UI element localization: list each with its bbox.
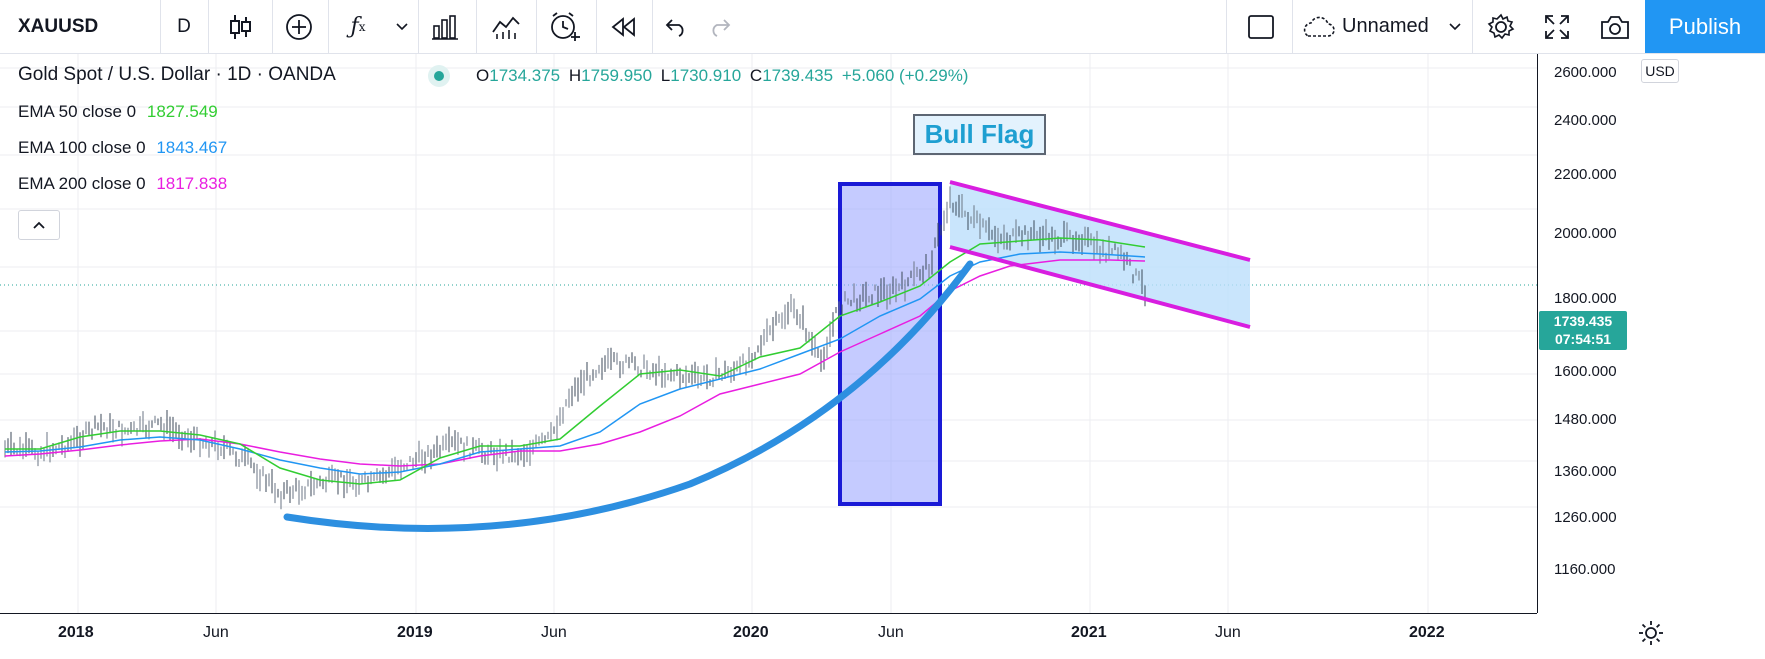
price-axis[interactable]: USD — [1537, 54, 1765, 613]
ema200-label: EMA 200 close 0 — [18, 174, 146, 193]
financials-icon[interactable] — [420, 0, 470, 53]
price-label: 2200.000 — [1554, 166, 1617, 183]
time-axis[interactable] — [0, 613, 1537, 659]
time-label: Jun — [1215, 624, 1241, 641]
ema50-legend[interactable]: EMA 50 close 0 1827.549 — [18, 102, 218, 122]
price-label: 1480.000 — [1554, 411, 1617, 428]
price-label: 1160.000 — [1554, 561, 1616, 578]
channel-upper-line — [949, 180, 1251, 262]
compare-add-icon[interactable] — [274, 0, 324, 53]
last-price-badge: 1739.435 07:54:51 — [1539, 311, 1627, 350]
toolbar-separator — [160, 0, 161, 53]
bar-countdown: 07:54:51 — [1554, 331, 1612, 347]
toolbar-separator — [418, 0, 419, 53]
market-status-dot — [428, 65, 450, 87]
price-label: 2000.000 — [1554, 225, 1617, 242]
toolbar-separator — [208, 0, 209, 53]
high-label: H — [568, 66, 582, 85]
toolbar-separator — [1292, 0, 1293, 53]
low-value: 1730.910 — [670, 66, 742, 85]
time-label: Jun — [541, 624, 567, 641]
close-label: C — [749, 66, 763, 85]
grid — [0, 54, 1537, 613]
camera-icon[interactable] — [1590, 0, 1640, 53]
toolbar-separator — [328, 0, 329, 53]
bull-flag-label[interactable]: Bull Flag — [913, 114, 1046, 155]
cloud-icon[interactable] — [1298, 0, 1338, 53]
toolbar-separator — [652, 0, 653, 53]
low-label: L — [660, 66, 671, 85]
toolbar-separator — [1226, 0, 1227, 53]
symbol-search-button[interactable]: XAUUSD — [18, 15, 99, 37]
gear-icon[interactable] — [1476, 0, 1526, 53]
undo-icon[interactable] — [656, 0, 696, 53]
replay-icon[interactable] — [600, 0, 646, 53]
redo-icon[interactable] — [700, 0, 740, 53]
candles-icon[interactable] — [210, 0, 270, 53]
time-label: 2020 — [733, 624, 769, 641]
price-label: 1800.000 — [1554, 290, 1617, 307]
price-chart[interactable] — [0, 54, 1537, 613]
ema100-line — [4, 251, 1146, 475]
ema50-label: EMA 50 close 0 — [18, 102, 137, 121]
chevron-up-icon — [33, 221, 45, 229]
open-label: O — [476, 66, 490, 85]
ema50-line — [5, 237, 1146, 485]
toolbar-separator — [476, 0, 477, 53]
cup-curve — [283, 260, 974, 532]
alert-clock-icon[interactable] — [540, 0, 590, 53]
price-label: 2600.000 — [1554, 64, 1617, 81]
price-label: 1600.000 — [1554, 363, 1617, 380]
ema200-legend[interactable]: EMA 200 close 0 1817.838 — [18, 174, 227, 194]
ema100-value: 1843.467 — [156, 138, 228, 157]
pole-rectangle — [838, 182, 942, 506]
toolbar-separator — [536, 0, 537, 53]
last-price-value: 1739.435 — [1553, 313, 1613, 329]
high-value: 1759.950 — [581, 66, 653, 85]
interval-button[interactable]: D — [177, 15, 191, 37]
change-value: +5.060 (+0.29%) — [841, 66, 969, 85]
publish-button[interactable]: Publish — [1645, 0, 1765, 53]
toolbar-separator — [596, 0, 597, 53]
ema100-legend[interactable]: EMA 100 close 0 1843.467 — [18, 138, 227, 158]
chart-settings-gear-icon[interactable] — [1638, 620, 1664, 646]
chevron-down-icon[interactable] — [1444, 0, 1466, 53]
chevron-down-icon[interactable] — [390, 0, 414, 53]
layout-name-button[interactable]: Unnamed — [1342, 15, 1429, 37]
ema200-value: 1817.838 — [156, 174, 228, 193]
time-label: 2022 — [1409, 624, 1445, 641]
chart-pane[interactable]: Gold Spot / U.S. Dollar · 1D · OANDA O17… — [0, 54, 1537, 613]
time-label: 2019 — [397, 624, 433, 641]
fullscreen-arrows-icon[interactable] — [1532, 0, 1582, 53]
ideas-icon[interactable] — [480, 0, 532, 53]
time-label: Jun — [203, 624, 229, 641]
time-label: Jun — [878, 624, 904, 641]
ema50-value: 1827.549 — [146, 102, 218, 121]
currency-badge[interactable]: USD — [1641, 59, 1679, 83]
ema100-label: EMA 100 close 0 — [18, 138, 146, 157]
time-label: 2018 — [58, 624, 94, 641]
close-value: 1739.435 — [762, 66, 834, 85]
time-label: 2021 — [1071, 624, 1107, 641]
price-label: 1260.000 — [1554, 509, 1617, 526]
ohlc-values: O1734.375 H1759.950 L1730.910 C1739.435 … — [476, 66, 968, 86]
symbol-title: Gold Spot / U.S. Dollar · 1D · OANDA — [18, 64, 336, 85]
channel-lower-line — [949, 245, 1251, 329]
open-value: 1734.375 — [489, 66, 561, 85]
toolbar-separator — [272, 0, 273, 53]
toolbar-separator — [1472, 0, 1473, 53]
price-label: 2400.000 — [1554, 112, 1617, 129]
price-label: 1360.000 — [1554, 463, 1617, 480]
collapse-legend-button[interactable] — [18, 210, 60, 240]
fullscreen-square-icon[interactable] — [1236, 0, 1286, 53]
